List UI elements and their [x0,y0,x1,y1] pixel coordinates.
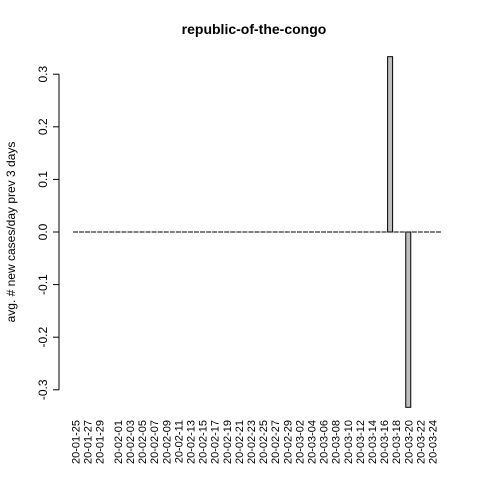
x-tick-label: 20-01-29 [95,420,107,464]
x-tick-label: 20-02-29 [282,420,294,464]
x-tick-label: 20-02-03 [125,420,137,464]
x-tick-label: 20-02-07 [149,420,161,464]
x-tick-label: 20-03-16 [379,420,391,464]
x-tick-label: 20-02-25 [258,420,270,464]
x-tick-label: 20-03-22 [415,420,427,464]
y-axis-label: avg. # new cases/day prev 3 days [4,142,18,323]
x-tick-label: 20-02-17 [210,420,222,464]
x-tick-label: 20-01-27 [83,420,95,464]
y-tick-label: 0.1 [36,171,50,188]
x-tick-label: 20-02-23 [246,420,258,464]
y-tick-label: 0.0 [36,223,50,240]
x-tick-label: 20-03-10 [343,420,355,464]
x-tick-label: 20-03-12 [355,420,367,464]
x-tick-label: 20-03-06 [319,420,331,464]
x-tick-label: 20-03-08 [331,420,343,464]
x-tick-label: 20-01-25 [71,420,83,464]
x-tick-label: 20-02-21 [234,420,246,464]
y-tick-label: -0.2 [36,327,50,348]
x-tick-label: 20-03-24 [427,420,439,464]
x-tick-label: 20-02-27 [270,420,282,464]
x-tick-label: 20-03-18 [391,420,403,464]
bar [405,231,412,408]
y-tick-label: -0.1 [36,274,50,295]
x-tick-label: 20-03-20 [403,420,415,464]
x-tick-label: 20-02-13 [185,420,197,464]
bars [73,56,441,408]
x-tick-label: 20-02-09 [161,420,173,464]
y-tick-label: 0.2 [36,118,50,135]
x-tick-label: 20-02-01 [113,420,125,464]
x-tick-label: 20-02-15 [198,420,210,464]
bar [387,56,394,233]
x-tick-label: 20-02-11 [173,420,185,463]
y-axis: -0.3 -0.2 -0.1 0.0 0.1 0.2 0.3 [36,66,60,400]
x-tick-label: 20-03-02 [294,420,306,464]
chart-title: republic-of-the-congo [182,21,327,37]
x-axis: 20-01-25 20-01-27 20-01-29 20-02-01 20-02-03… [71,420,440,464]
y-tick-label: 0.3 [36,66,50,83]
x-tick-label: 20-02-19 [222,420,234,464]
x-tick-label: 20-03-14 [367,420,379,464]
x-tick-label: 20-02-05 [137,420,149,464]
x-tick-label: 20-03-04 [306,420,318,464]
y-tick-label: -0.3 [36,379,50,400]
